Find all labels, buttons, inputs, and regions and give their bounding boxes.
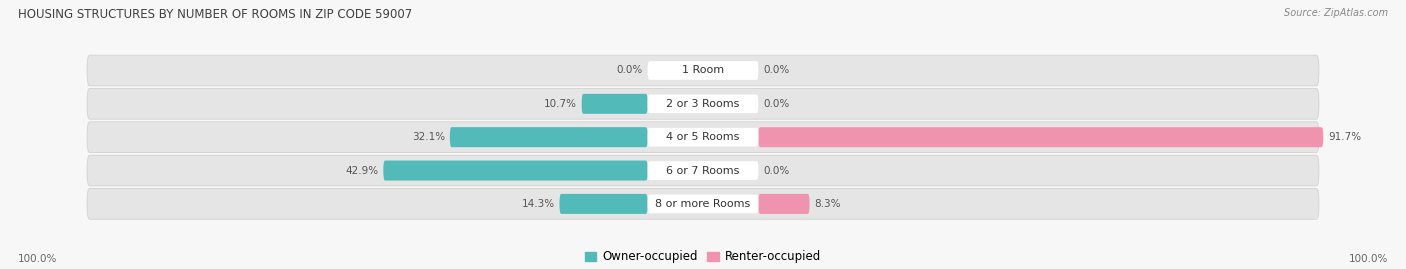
- FancyBboxPatch shape: [758, 127, 1323, 147]
- Text: 4 or 5 Rooms: 4 or 5 Rooms: [666, 132, 740, 142]
- Text: 42.9%: 42.9%: [346, 165, 378, 176]
- FancyBboxPatch shape: [758, 194, 810, 214]
- FancyBboxPatch shape: [450, 127, 648, 147]
- FancyBboxPatch shape: [384, 161, 648, 180]
- FancyBboxPatch shape: [648, 61, 758, 80]
- Text: 10.7%: 10.7%: [544, 99, 576, 109]
- Text: 6 or 7 Rooms: 6 or 7 Rooms: [666, 165, 740, 176]
- FancyBboxPatch shape: [560, 194, 648, 214]
- Text: 91.7%: 91.7%: [1329, 132, 1361, 142]
- Text: 0.0%: 0.0%: [763, 165, 790, 176]
- FancyBboxPatch shape: [87, 89, 1319, 119]
- FancyBboxPatch shape: [648, 128, 758, 147]
- Text: 0.0%: 0.0%: [763, 65, 790, 76]
- Text: 14.3%: 14.3%: [522, 199, 554, 209]
- Text: 32.1%: 32.1%: [412, 132, 444, 142]
- Text: 100.0%: 100.0%: [18, 254, 58, 264]
- Text: HOUSING STRUCTURES BY NUMBER OF ROOMS IN ZIP CODE 59007: HOUSING STRUCTURES BY NUMBER OF ROOMS IN…: [18, 8, 412, 21]
- Text: 8 or more Rooms: 8 or more Rooms: [655, 199, 751, 209]
- FancyBboxPatch shape: [87, 155, 1319, 186]
- FancyBboxPatch shape: [582, 94, 648, 114]
- Text: Source: ZipAtlas.com: Source: ZipAtlas.com: [1284, 8, 1388, 18]
- Text: 0.0%: 0.0%: [763, 99, 790, 109]
- Text: 100.0%: 100.0%: [1348, 254, 1388, 264]
- FancyBboxPatch shape: [87, 55, 1319, 86]
- Legend: Owner-occupied, Renter-occupied: Owner-occupied, Renter-occupied: [579, 246, 827, 268]
- FancyBboxPatch shape: [87, 122, 1319, 153]
- FancyBboxPatch shape: [648, 94, 758, 113]
- Text: 2 or 3 Rooms: 2 or 3 Rooms: [666, 99, 740, 109]
- FancyBboxPatch shape: [648, 194, 758, 213]
- Text: 0.0%: 0.0%: [616, 65, 643, 76]
- Text: 1 Room: 1 Room: [682, 65, 724, 76]
- FancyBboxPatch shape: [648, 161, 758, 180]
- Text: 8.3%: 8.3%: [814, 199, 841, 209]
- FancyBboxPatch shape: [87, 189, 1319, 219]
